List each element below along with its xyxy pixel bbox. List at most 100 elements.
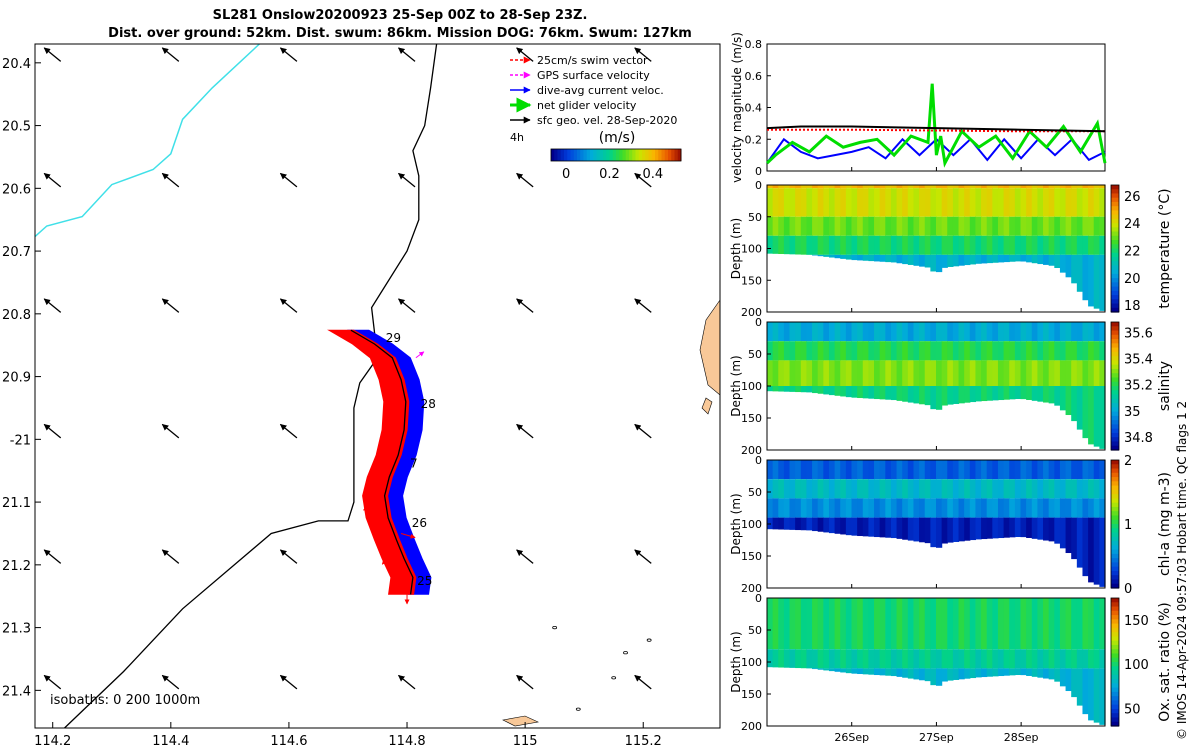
chla-cell [823,479,830,499]
chla-cell [851,479,858,499]
salinity-cell [1076,341,1084,361]
oxygen-cell [812,598,819,650]
temperature-cell [862,185,869,189]
oxygen-cell [885,649,892,669]
salinity-cell [952,360,960,386]
temperature-cell [1099,185,1106,189]
temperature-cell [1082,254,1089,301]
temperature-cell [1026,216,1033,236]
oxygen-colorbar-cell [1111,708,1119,714]
islet [646,638,652,642]
temperature-cell [902,188,909,217]
oxygen-cell [986,668,993,677]
chla-cell [1099,498,1106,518]
temperature-cell [981,235,988,255]
temperature-cell [1014,254,1022,262]
chla-cell [919,460,926,480]
chla-cell [896,460,903,480]
salinity-cell [879,360,886,386]
salinity-cell [772,386,779,392]
temperature-cell [857,254,864,261]
salinity-cell [902,322,909,342]
salinity-cell [936,322,943,342]
temperature-cell [947,188,954,217]
chla-cell [1065,517,1072,554]
temperature-colorbar-cell [1111,197,1119,203]
temperature-cell [964,185,971,189]
salinity-cell [997,360,1005,386]
temperature-cell [806,185,813,189]
temperature-cell [812,185,819,189]
oxygen-cell [795,598,802,650]
day-label: 26 [412,516,427,530]
chla-cell [997,460,1005,480]
islet [623,651,628,655]
temperature-cell [817,216,824,236]
y-tick-label: 21.1 [2,496,31,511]
oxygen-cell [1093,598,1100,650]
temperature-cell [1031,188,1038,217]
salinity-cell [851,322,858,342]
salinity-cell [1099,360,1106,386]
temperature-cell [840,216,847,236]
geo-velocity-arrow [398,172,416,188]
temperature-cell [997,254,1005,263]
temperature-cell [840,235,847,255]
oxygen-colorbar-cell [1111,610,1119,616]
temperature-colorbar-cell [1111,278,1119,283]
salinity-cell [862,341,869,361]
oxygen-cell [812,668,819,670]
chla-cell [840,479,847,499]
temperature-cell [795,185,802,189]
chla-cell [767,479,774,499]
temperature-cell [778,185,785,189]
temperature-cell [812,235,819,255]
chla-cell [975,517,982,540]
chla-cell [778,479,785,499]
chla-cell [1026,517,1033,538]
chla-colorbar-cell [1111,553,1119,559]
salinity-cell [778,341,785,361]
colorbar-cell [567,149,571,161]
temperature-cell [890,216,898,236]
temperature-cell [772,216,779,236]
salinity-cell [800,322,808,342]
colorbar-cell [606,149,610,161]
salinity-cell [885,386,892,400]
salinity-cell [874,322,881,342]
chla-cell [783,479,791,499]
chla-panel: 0 50 100 150 200 Depth (m) 0 1 2 chl-a (mg m-3) [729,454,1173,597]
chla-cell [812,479,819,499]
temperature-cell [952,188,960,217]
oxygen-cell [828,649,836,669]
chla-cell [1048,498,1055,518]
chla-cell [913,498,920,518]
oxygen-cell [969,668,977,679]
salinity-colorbar-cell [1111,398,1119,404]
salinity-cell [879,341,886,361]
salinity-cell [812,386,819,394]
salinity-cell [823,360,830,386]
salinity-cell [958,360,965,386]
chla-cell [851,460,858,480]
geo-velocity-arrow [43,549,62,564]
x-tick-label: 114.4 [152,734,189,749]
temperature-cell [1037,188,1044,217]
temperature-colorbar-label: temperature (°C) [1157,188,1173,308]
temperature-cell [975,188,982,217]
temperature-cell [1088,185,1095,189]
oxygen-cell [1099,598,1106,650]
chla-cell [958,498,965,518]
temperature-cell [1026,188,1033,217]
oxygen-cell [851,668,858,674]
chla-cell [800,517,808,531]
salinity-cell [1037,386,1044,402]
salinity-cell [1076,386,1084,430]
geo-velocity-arrow [161,423,180,439]
oxygen-cell [1043,598,1050,650]
colorbar-cell [586,149,591,161]
chla-cell [1043,498,1050,518]
colorbar-cell [616,149,620,161]
chla-cell [1059,498,1067,518]
chla-cell [767,460,774,480]
